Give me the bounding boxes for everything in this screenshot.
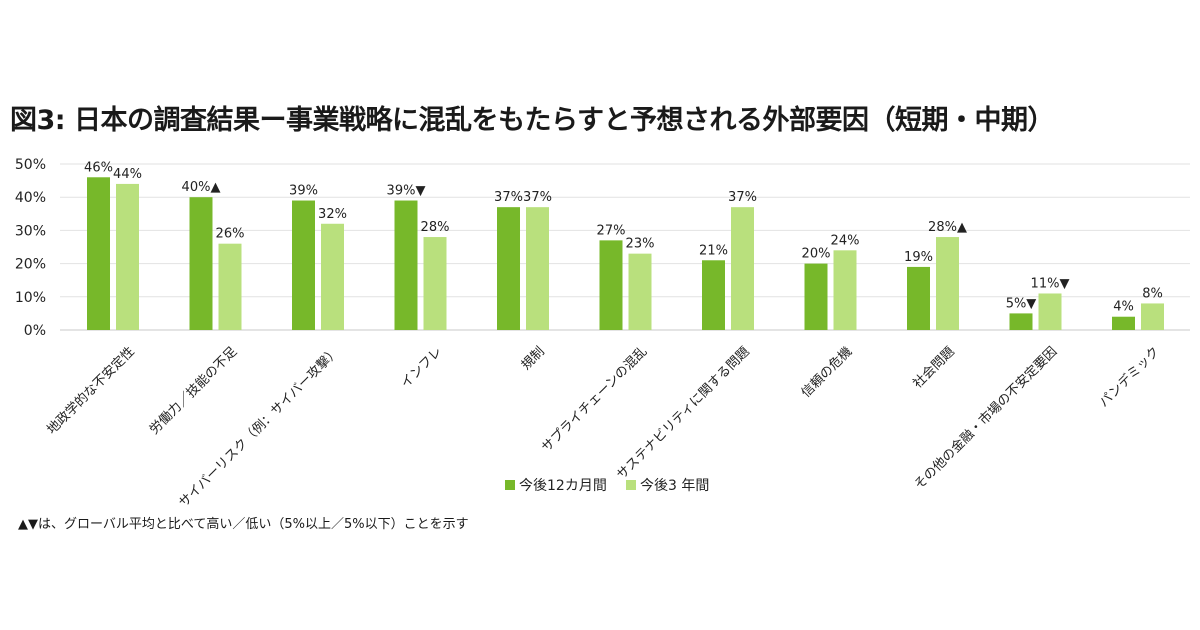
bar <box>394 200 418 330</box>
bar <box>218 243 242 330</box>
data-label: 39% <box>289 184 318 199</box>
bar <box>599 240 623 330</box>
bar <box>731 207 754 330</box>
category-label: 社会問題 <box>910 344 958 392</box>
category-label: サプライチェーンの混乱 <box>539 344 650 455</box>
category-label: 信頼の危機 <box>799 344 856 401</box>
data-label: 21% <box>699 243 728 258</box>
data-label: 8% <box>1142 286 1163 301</box>
footnote: ▲▼は、グローバル平均と比べて高い／低い（5%以上／5%以下）ことを示す <box>18 517 469 532</box>
bar <box>702 260 725 330</box>
bar <box>189 197 213 330</box>
bar <box>907 266 930 330</box>
data-label: 11%▼ <box>1031 276 1070 291</box>
category-label: サイバーリスク（例：サイバー攻撃） <box>176 344 343 511</box>
legend-swatch <box>626 480 636 490</box>
chart-title: 図3: 日本の調査結果ー事業戦略に混乱をもたらすと予想される外部要因（短期・中期… <box>10 105 1054 136</box>
data-label: 37% <box>523 190 552 205</box>
bar <box>628 253 652 330</box>
bar <box>1112 316 1135 330</box>
data-label: 20% <box>802 247 831 262</box>
bar <box>1009 313 1033 330</box>
y-tick-label: 0% <box>24 323 46 339</box>
bar <box>936 237 959 330</box>
bar <box>1038 293 1062 330</box>
bar <box>116 183 139 330</box>
data-label: 23% <box>626 237 655 252</box>
legend-label: 今後3 年間 <box>640 478 709 494</box>
category-label: インフレ <box>398 344 445 391</box>
y-tick-label: 20% <box>15 257 46 273</box>
legend: 今後12カ月間 今後3 年間 <box>505 478 709 494</box>
data-label: 37% <box>728 190 757 205</box>
bar <box>526 207 549 330</box>
data-label: 19% <box>904 250 933 265</box>
data-label: 28% <box>421 220 450 235</box>
data-label: 24% <box>831 233 860 248</box>
y-tick-label: 30% <box>15 223 46 239</box>
bar <box>321 223 344 330</box>
y-axis: 0% 10% 20% 30% 40% 50% <box>15 157 46 339</box>
bar <box>497 207 520 330</box>
data-label: 4% <box>1113 300 1134 315</box>
bar <box>87 177 110 330</box>
data-label: 46% <box>84 160 113 175</box>
data-label: 28%▲ <box>928 220 967 235</box>
y-tick-label: 10% <box>15 290 46 306</box>
data-label: 32% <box>318 207 347 222</box>
grid-lines <box>60 163 1190 331</box>
category-label: パンデミック <box>1096 344 1163 411</box>
value-labels: 46% 44%40%▲26%39%32%39%▼28%37% 37%27%23% 21… <box>84 160 1163 314</box>
y-tick-label: 50% <box>15 157 46 173</box>
category-label: 規制 <box>519 344 548 373</box>
y-tick-label: 40% <box>15 190 46 206</box>
data-label: 37% <box>494 190 523 205</box>
bar <box>804 263 828 330</box>
data-label: 40%▲ <box>182 180 221 195</box>
bar <box>292 200 315 330</box>
data-label: 27% <box>597 223 626 238</box>
bar <box>1141 303 1164 330</box>
legend-label: 今後12カ月間 <box>519 478 607 494</box>
bar <box>833 250 857 330</box>
category-label: 労働力／技能の不足 <box>147 344 240 437</box>
data-label: 26% <box>216 227 245 242</box>
legend-swatch <box>505 480 515 490</box>
data-label: 5%▼ <box>1006 296 1037 311</box>
bar <box>423 237 447 330</box>
data-label: 44% <box>113 167 142 182</box>
data-label: 39%▼ <box>387 184 426 199</box>
bars <box>87 177 1164 330</box>
category-label: 地政学的な不安定性 <box>44 344 138 438</box>
